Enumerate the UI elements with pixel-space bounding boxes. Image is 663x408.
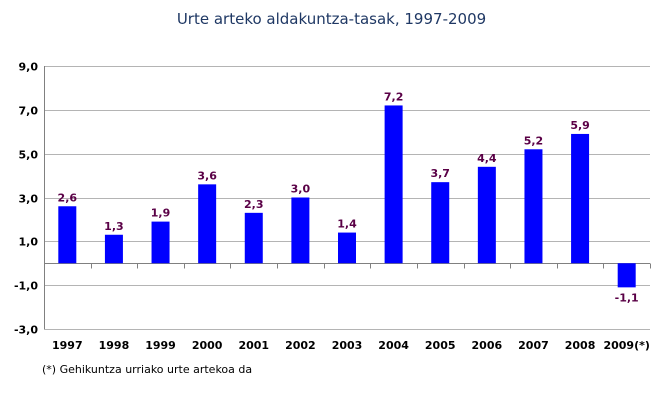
tick-labels: -3,0 -1,0 1,0 3,0 5,0 7,0 9,0 1997 1998 1999 2000 2… <box>14 61 650 353</box>
x-tick-label: 2007 <box>518 339 549 352</box>
y-tick-label: 7,0 <box>19 105 39 118</box>
data-label: 3,6 <box>197 169 217 182</box>
bar <box>198 184 217 264</box>
bars <box>58 105 636 288</box>
x-tick-label: 2005 <box>425 339 456 352</box>
y-tick-label: 9,0 <box>19 61 39 74</box>
x-tick-label: 2004 <box>378 339 409 352</box>
y-tick-label: -1,0 <box>14 280 38 293</box>
bar <box>617 263 636 288</box>
bar <box>571 133 590 264</box>
bar <box>431 182 450 264</box>
bar <box>338 232 356 264</box>
x-tick-label: 2006 <box>472 339 503 352</box>
data-label: -1,1 <box>615 291 639 304</box>
axes <box>44 66 651 329</box>
x-tick-label: 2002 <box>285 339 316 352</box>
data-label: 1,9 <box>151 207 171 220</box>
bar <box>384 105 403 264</box>
data-label: 2,3 <box>244 198 264 211</box>
bar <box>524 149 543 264</box>
data-label: 5,9 <box>570 119 590 132</box>
bar <box>291 197 310 264</box>
bar <box>104 234 123 264</box>
data-labels: 2,6 1,3 1,9 3,6 2,3 3,0 1,4 7,2 3,7 4,4 5,2 5,9 -1,1 <box>58 90 639 304</box>
data-label: 5,2 <box>524 134 544 147</box>
gridlines <box>44 66 650 330</box>
x-tick-label: 2008 <box>565 339 596 352</box>
x-tick-label: 1998 <box>99 339 130 352</box>
data-label: 3,7 <box>430 167 450 180</box>
x-tick-label: 1997 <box>52 339 83 352</box>
bar <box>151 221 170 264</box>
x-tick-label: 2000 <box>192 339 223 352</box>
bar <box>244 212 263 264</box>
data-label: 2,6 <box>58 191 78 204</box>
data-label: 3,0 <box>291 183 311 196</box>
x-tick-label: 2009(*) <box>603 339 649 352</box>
chart-title: Urte arteko aldakuntza-tasak, 1997-2009 <box>176 10 487 28</box>
bar <box>477 166 496 264</box>
x-tick-label: 2003 <box>332 339 363 352</box>
y-tick-label: 1,0 <box>19 236 39 249</box>
x-tick-label: 1999 <box>145 339 176 352</box>
data-label: 4,4 <box>477 152 497 165</box>
data-label: 1,4 <box>337 218 357 231</box>
y-tick-label: 5,0 <box>19 149 39 162</box>
y-tick-label: -3,0 <box>14 324 38 337</box>
x-tick-label: 2001 <box>238 339 269 352</box>
y-tick-label: 3,0 <box>19 193 39 206</box>
chart-footnote: (*) Gehikuntza urriako urte artekoa da <box>42 363 253 376</box>
data-label: 7,2 <box>384 90 404 103</box>
bar <box>58 206 77 264</box>
data-label: 1,3 <box>104 220 124 233</box>
